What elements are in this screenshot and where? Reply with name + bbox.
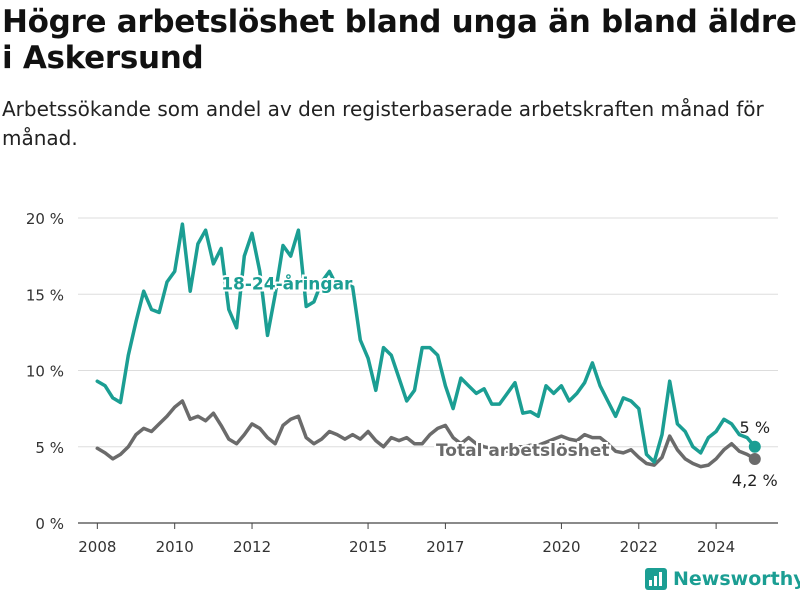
series-lines xyxy=(95,222,761,469)
newsworthy-logo: Newsworthy xyxy=(645,568,800,590)
x-tick-label: 2024 xyxy=(697,538,735,556)
chart-title: Högre arbetslöshet bland unga än bland ä… xyxy=(2,4,797,76)
x-tick-label: 2010 xyxy=(156,538,194,556)
series-labels: 18-24-åringar Total arbetslöshet 5 % 4,2 % xyxy=(219,271,778,490)
series-line-youth xyxy=(95,222,757,464)
x-tick-label: 2015 xyxy=(349,538,387,556)
series-end-point xyxy=(748,440,761,453)
end-value-label-youth: 5 % xyxy=(740,418,770,437)
bar-chart-icon xyxy=(645,568,667,590)
x-tick-label: 2017 xyxy=(426,538,464,556)
series-label-youth: 18-24-åringar xyxy=(221,273,353,295)
y-tick-label: 5 % xyxy=(35,439,64,457)
y-tick-label: 15 % xyxy=(26,286,64,304)
y-tick-label: 0 % xyxy=(35,515,64,533)
series-end-point xyxy=(748,452,761,465)
y-axis: 0 % 5 % 10 % 15 % 20 % xyxy=(26,210,64,533)
x-tick-label: 2008 xyxy=(78,538,116,556)
series-label-total: Total arbetslöshet xyxy=(436,441,610,461)
grid-lines xyxy=(78,217,778,524)
x-tick-label: 2012 xyxy=(233,538,271,556)
x-tick-label: 2022 xyxy=(620,538,658,556)
chart-subtitle: Arbetssökande som andel av den registerb… xyxy=(2,97,764,150)
y-tick-label: 20 % xyxy=(26,210,64,228)
x-axis: 2008 2010 2012 2015 2017 2020 2022 2024 xyxy=(78,523,735,556)
series-line-total xyxy=(95,399,757,469)
end-value-label-total: 4,2 % xyxy=(732,471,778,490)
brand-name: Newsworthy xyxy=(673,568,800,590)
x-tick-label: 2020 xyxy=(542,538,580,556)
y-tick-label: 10 % xyxy=(26,363,64,381)
